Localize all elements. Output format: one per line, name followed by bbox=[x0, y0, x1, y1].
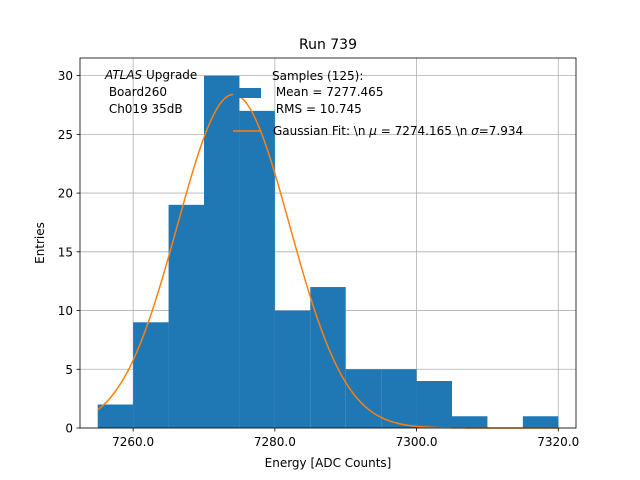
legend-mean-line: Mean = 7277.465 bbox=[272, 85, 383, 99]
legend-fit-label: Gaussian Fit: \n μ = 7274.165 \n σ=7.934 bbox=[273, 124, 523, 138]
histogram-bar-1 bbox=[133, 322, 169, 428]
legend-fit-suffix: =7.934 bbox=[479, 124, 523, 138]
histogram-bar-0 bbox=[97, 404, 134, 428]
x-tick-label-0: 7260.0 bbox=[112, 435, 154, 449]
y-tick-label-4: 20 bbox=[58, 187, 73, 201]
legend-fit-mu: μ bbox=[368, 124, 377, 138]
annotation-line-1: ATLAS Upgrade bbox=[104, 68, 197, 82]
y-axis-ticks: 0 5 10 15 20 25 30 bbox=[58, 69, 80, 436]
atlas-annotation: ATLAS Upgrade Board260 Ch019 35dB bbox=[104, 68, 197, 116]
histogram-bar-4 bbox=[239, 110, 275, 428]
chart-title: Run 739 bbox=[299, 37, 357, 53]
histogram-bar-10 bbox=[452, 416, 488, 428]
histogram-bar-2 bbox=[168, 204, 204, 428]
legend: Samples (125): Mean = 7277.465 RMS = 10.… bbox=[233, 69, 523, 138]
legend-fit-prefix: Gaussian Fit: \n bbox=[273, 124, 369, 138]
legend-samples-line: Samples (125): bbox=[272, 69, 363, 83]
x-axis-label: Energy [ADC Counts] bbox=[265, 456, 392, 470]
y-tick-label-0: 0 bbox=[65, 422, 73, 436]
histogram-bar-5 bbox=[274, 310, 311, 428]
y-tick-label-6: 30 bbox=[58, 69, 73, 83]
legend-histogram-swatch bbox=[233, 88, 261, 98]
annotation-line-2: Board260 bbox=[105, 85, 167, 99]
legend-fit-sigma: σ bbox=[471, 124, 479, 138]
y-tick-label-2: 10 bbox=[58, 304, 73, 318]
y-axis-label: Entries bbox=[33, 222, 47, 264]
x-tick-label-1: 7280.0 bbox=[254, 435, 296, 449]
histogram-bar-12 bbox=[522, 416, 559, 428]
histogram-bar-6 bbox=[310, 287, 346, 428]
annotation-upgrade: Upgrade bbox=[142, 68, 197, 82]
histogram-bars bbox=[97, 75, 559, 428]
x-tick-label-2: 7300.0 bbox=[396, 435, 438, 449]
x-axis-ticks: 7260.0 7280.0 7300.0 7320.0 bbox=[112, 428, 579, 449]
y-tick-label-5: 25 bbox=[58, 128, 73, 142]
histogram-bar-3 bbox=[204, 75, 240, 428]
histogram-bar-9 bbox=[416, 381, 452, 428]
y-tick-label-3: 15 bbox=[58, 245, 73, 259]
annotation-line-3: Ch019 35dB bbox=[105, 102, 183, 116]
annotation-atlas-italic: ATLAS bbox=[104, 68, 143, 82]
legend-rms-line: RMS = 10.745 bbox=[272, 102, 362, 116]
legend-fit-mid: = 7274.165 \n bbox=[377, 124, 471, 138]
histogram-bar-8 bbox=[381, 369, 417, 428]
y-tick-label-1: 5 bbox=[65, 363, 73, 377]
histogram-bar-7 bbox=[345, 369, 382, 428]
axes-frame bbox=[79, 57, 577, 429]
x-tick-label-3: 7320.0 bbox=[537, 435, 579, 449]
